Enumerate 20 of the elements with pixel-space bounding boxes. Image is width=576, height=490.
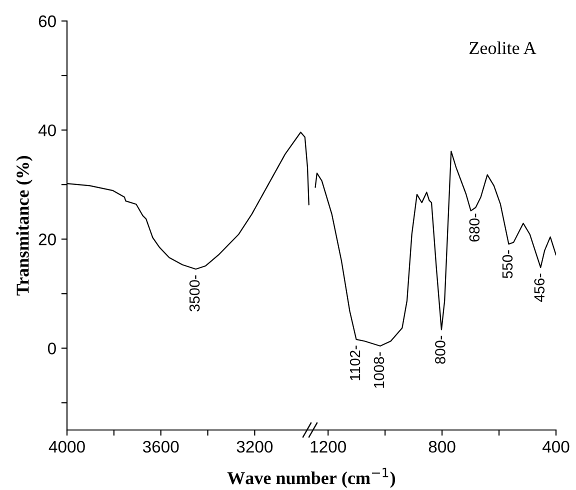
annotation: Zeolite A xyxy=(470,41,536,54)
annotation: 1102- xyxy=(350,346,360,380)
annotation: 800- xyxy=(435,336,446,364)
x-tick-label: 4000 xyxy=(48,440,85,453)
x-tick-label: 800 xyxy=(428,440,456,453)
x-tick-label: 3600 xyxy=(142,440,179,453)
annotation: 550- xyxy=(502,250,513,278)
x-tick-label: 1200 xyxy=(310,440,346,453)
annotation: 456- xyxy=(534,274,545,302)
y-axis-title: Transmitance (%) xyxy=(16,156,32,296)
annotation: 680- xyxy=(469,214,480,242)
annotation: 1008- xyxy=(374,352,384,388)
annotation: 3500- xyxy=(189,275,200,312)
y-tick-label: 40 xyxy=(38,124,56,136)
y-tick-label: 20 xyxy=(38,234,56,246)
x-tick-label: 400 xyxy=(542,440,570,453)
x-axis-title: Wave number (cm$^{−1}$) xyxy=(227,468,396,488)
y-tick-label: 60 xyxy=(38,15,56,28)
y-tick-label: 0 xyxy=(48,342,56,354)
x-tick-label: 3200 xyxy=(236,440,273,453)
